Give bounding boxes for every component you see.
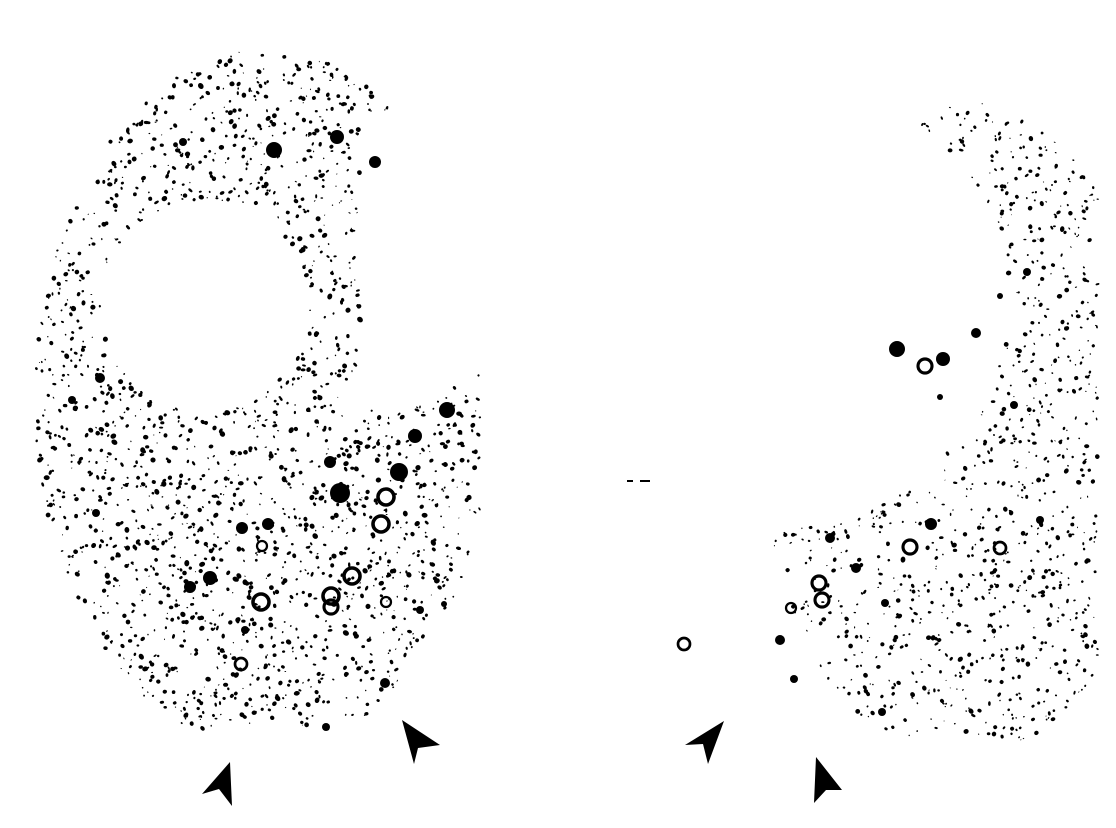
blot (1010, 401, 1018, 409)
speckle (126, 620, 131, 625)
blot (184, 581, 196, 593)
speckle (79, 359, 81, 362)
speckle (1021, 646, 1023, 650)
blot (925, 518, 937, 530)
blot (825, 533, 835, 543)
speckle (246, 114, 248, 117)
blot (322, 723, 330, 731)
blot (936, 352, 950, 366)
speckle (1066, 506, 1068, 508)
blot (236, 522, 248, 534)
speckle (1006, 561, 1010, 564)
speckle (301, 88, 302, 89)
blot (416, 606, 424, 614)
blot (1036, 516, 1044, 524)
blot (262, 518, 274, 530)
blot (971, 328, 981, 338)
speckle (988, 701, 991, 706)
speckle (1053, 225, 1056, 227)
speckle (315, 110, 318, 112)
blot (408, 429, 422, 443)
speckle (1067, 322, 1069, 324)
blot (266, 142, 282, 158)
blot (439, 402, 455, 418)
speckle (108, 386, 112, 391)
blot (878, 708, 886, 716)
blot (790, 675, 798, 683)
blot (390, 463, 408, 481)
blot (380, 678, 390, 688)
blot (851, 563, 861, 573)
blot (889, 341, 905, 357)
blot (330, 483, 350, 503)
blot (441, 601, 447, 607)
speckle (210, 725, 211, 727)
blot (369, 156, 381, 168)
speckle (804, 603, 805, 605)
speckle (281, 528, 285, 532)
blot (937, 394, 943, 400)
blot (68, 396, 76, 404)
speckle (145, 445, 149, 448)
speckle (44, 475, 50, 480)
blot (775, 635, 785, 645)
blot (95, 373, 105, 383)
speckle (320, 197, 323, 199)
speckle (315, 194, 317, 198)
speckle (987, 732, 991, 735)
blot (881, 599, 889, 607)
speckle (927, 589, 930, 593)
speckle (223, 683, 228, 687)
speckle (230, 56, 231, 58)
blot (179, 138, 187, 146)
speckle (246, 478, 248, 481)
blot (203, 571, 217, 585)
blot (997, 293, 1003, 299)
blot (1023, 268, 1031, 276)
blot (241, 626, 249, 634)
speckle (953, 549, 957, 552)
speckle (215, 197, 218, 199)
blot (92, 509, 100, 517)
blot (330, 130, 344, 144)
speckle (950, 513, 952, 516)
blot (324, 456, 336, 468)
speckle (1032, 442, 1037, 445)
